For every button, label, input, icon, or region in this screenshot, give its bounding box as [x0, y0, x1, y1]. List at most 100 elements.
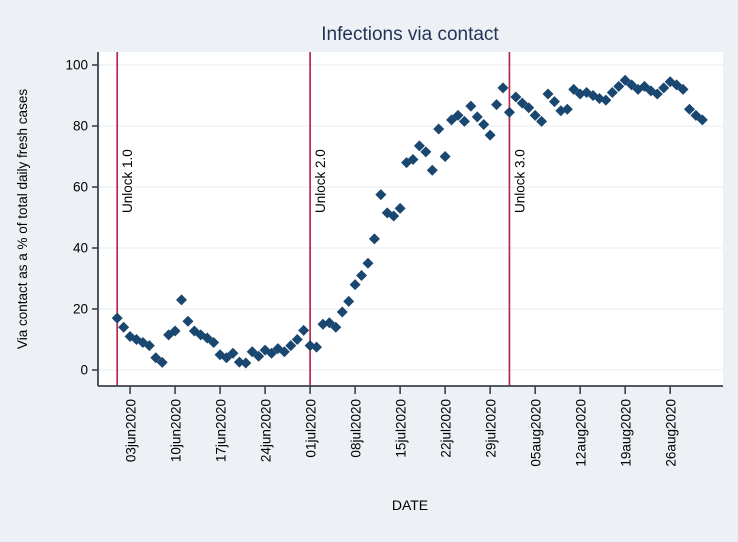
- data-point: [658, 82, 670, 94]
- data-point: [491, 99, 503, 111]
- data-point: [497, 82, 509, 94]
- data-point: [523, 102, 535, 114]
- x-tick-label: 08jul2020: [349, 399, 364, 458]
- data-point: [613, 80, 625, 92]
- data-point: [291, 334, 303, 345]
- data-point: [375, 189, 387, 201]
- chart-title: Infections via contact: [321, 24, 499, 45]
- data-point: [600, 94, 612, 106]
- data-point: [606, 86, 618, 98]
- data-point: [536, 115, 548, 127]
- data-point: [696, 114, 708, 126]
- data-point: [452, 109, 464, 121]
- data-point: [677, 83, 689, 95]
- data-point: [336, 306, 348, 318]
- scatter-points: [111, 74, 708, 369]
- x-tick-label: 24jun2020: [259, 399, 274, 462]
- gridlines: [98, 64, 723, 371]
- x-tick-label: 22jul2020: [439, 399, 454, 458]
- data-point: [285, 340, 297, 352]
- data-point: [446, 114, 458, 126]
- data-point: [548, 96, 560, 108]
- data-point: [368, 233, 380, 245]
- data-point: [542, 88, 554, 100]
- data-point: [690, 109, 702, 121]
- data-point: [278, 346, 290, 358]
- data-point: [201, 332, 213, 344]
- data-point: [471, 111, 483, 123]
- data-point: [362, 257, 374, 269]
- data-point: [343, 295, 355, 307]
- x-tick-label: 05aug2020: [529, 399, 544, 467]
- data-point: [394, 202, 406, 214]
- x-tick-label: 15jul2020: [394, 399, 409, 458]
- data-point: [465, 100, 477, 112]
- x-tick-label: 10jun2020: [169, 399, 184, 462]
- data-point: [150, 352, 162, 364]
- y-tick-label: 20: [73, 302, 88, 317]
- data-point: [426, 164, 438, 176]
- data-point: [253, 350, 265, 362]
- y-tick-label: 80: [73, 119, 88, 134]
- data-point: [510, 91, 522, 103]
- y-axis-title: Via contact as a % of total daily fresh …: [15, 89, 30, 349]
- data-point: [298, 324, 310, 336]
- data-point: [111, 312, 123, 324]
- y-tick-label: 60: [73, 180, 88, 195]
- data-point: [156, 356, 168, 368]
- x-tick-label: 17jun2020: [214, 399, 229, 462]
- data-point: [439, 151, 451, 162]
- unlock-line-label: Unlock 2.0: [313, 149, 328, 213]
- x-tick-label: 26aug2020: [664, 399, 679, 467]
- data-point: [208, 337, 220, 349]
- axis-ticks: [92, 64, 671, 394]
- data-point: [478, 118, 490, 130]
- plot-area: [98, 52, 723, 386]
- y-tick-label: 0: [80, 363, 88, 378]
- data-point: [246, 346, 258, 358]
- reference-lines: Unlock 1.0 Unlock 2.0 Unlock 3.0: [116, 52, 527, 386]
- data-point: [529, 109, 541, 121]
- data-point: [683, 103, 695, 115]
- data-point: [356, 269, 368, 281]
- data-point: [503, 106, 515, 118]
- data-point: [221, 352, 233, 364]
- data-point: [407, 154, 419, 166]
- data-point: [118, 321, 130, 333]
- unlock-line-label: Unlock 3.0: [512, 149, 527, 213]
- x-tick-label: 03jun2020: [124, 399, 139, 462]
- data-point: [311, 341, 323, 353]
- data-point: [484, 129, 496, 141]
- x-tick-label: 12aug2020: [574, 399, 589, 467]
- data-point: [330, 321, 342, 333]
- data-point: [619, 74, 631, 86]
- y-tick-label: 40: [73, 241, 88, 256]
- data-point: [420, 146, 432, 158]
- data-point: [227, 347, 239, 359]
- y-tick-label: 100: [65, 58, 88, 73]
- data-point: [388, 210, 400, 222]
- data-point: [516, 97, 528, 109]
- data-point: [413, 140, 425, 152]
- data-point: [568, 83, 580, 95]
- data-point: [561, 103, 573, 115]
- data-point: [176, 294, 187, 306]
- data-point: [169, 325, 181, 337]
- data-point: [433, 123, 445, 135]
- x-tick-label: 29jul2020: [484, 399, 499, 458]
- data-point: [651, 88, 663, 100]
- y-tick-labels: 0 20 40 60 80 100: [65, 58, 88, 378]
- data-point: [458, 115, 470, 127]
- data-point: [349, 279, 361, 291]
- data-point: [323, 317, 335, 329]
- x-tick-label: 19aug2020: [619, 399, 634, 467]
- data-point: [143, 340, 155, 352]
- data-point: [240, 357, 252, 369]
- data-point: [266, 347, 278, 359]
- unlock-line-label: Unlock 1.0: [120, 149, 135, 213]
- x-tick-label: 01jul2020: [304, 399, 319, 458]
- data-point: [626, 79, 638, 91]
- x-tick-labels: 03jun2020 10jun2020 17jun2020 24jun2020 01ju…: [124, 399, 679, 467]
